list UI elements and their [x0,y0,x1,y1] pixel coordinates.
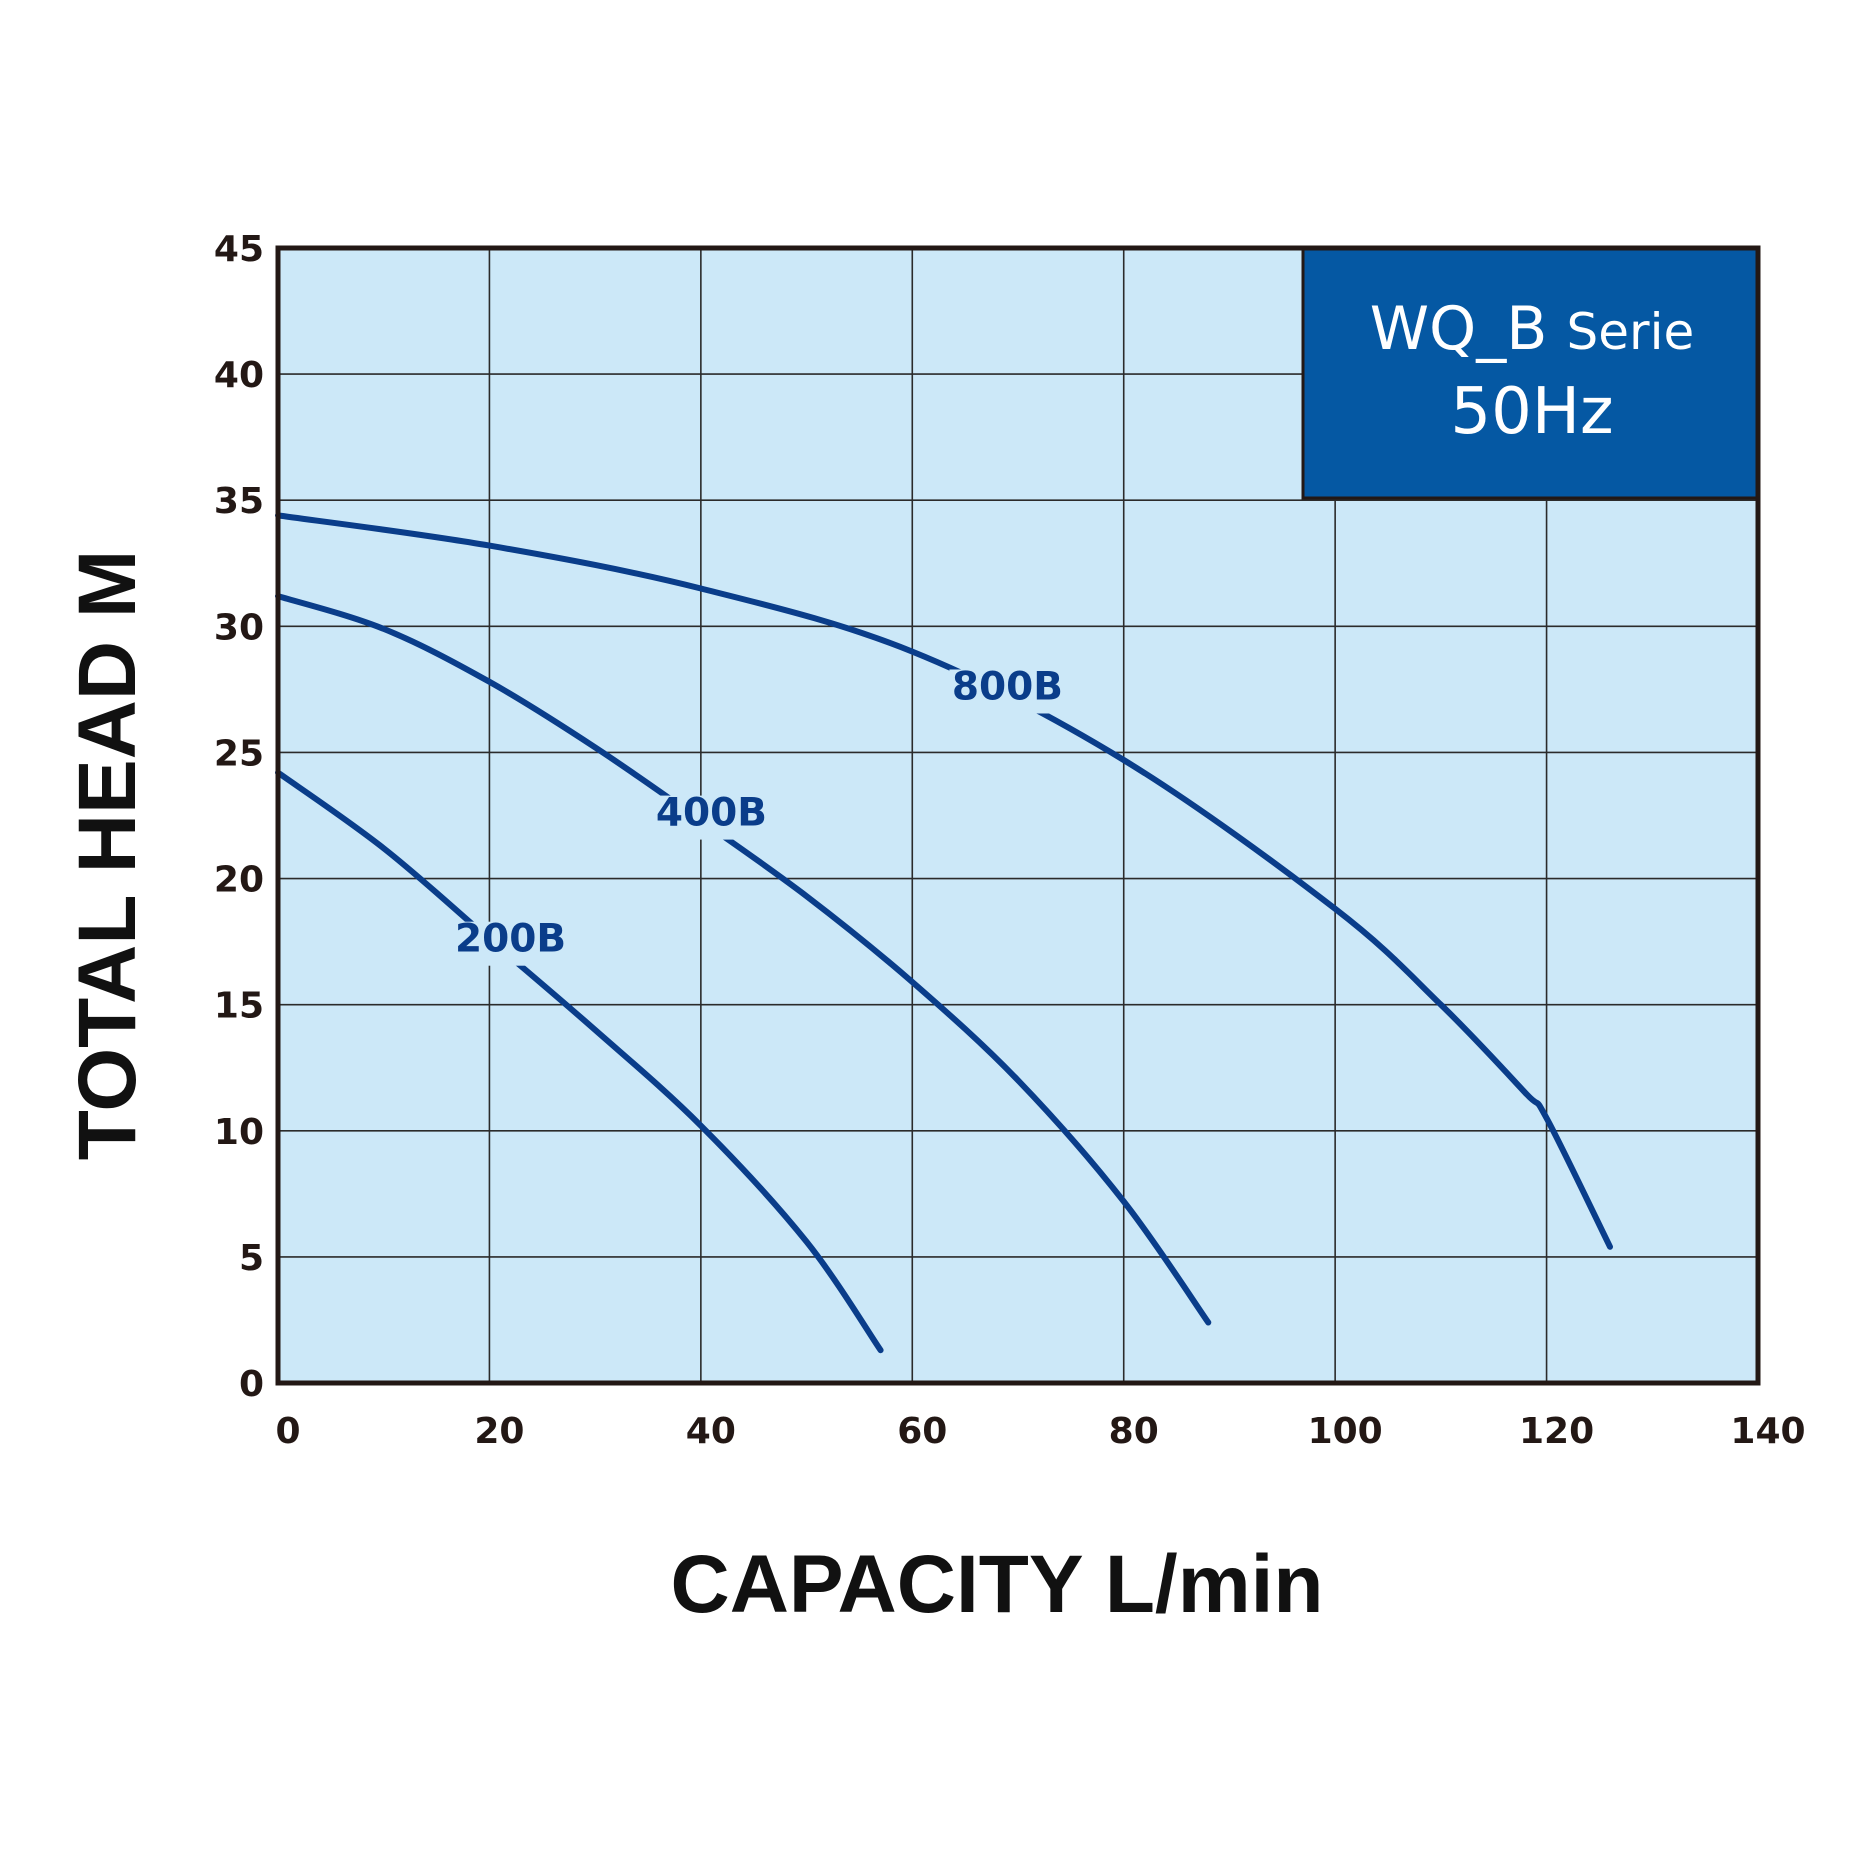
x-tick-label: 100 [1308,1411,1383,1452]
series-label-bg [949,669,1066,714]
series-label-200B: 200B [455,917,566,962]
x-tick-label: 40 [686,1411,736,1452]
y-tick-labels: 0 5 10 15 20 25 30 35 40 45 [214,229,264,1405]
y-tick-label: 10 [214,1112,264,1153]
series-label-400B: 400B [656,791,767,836]
x-tick-labels: 0 20 40 60 80 100 120 140 [275,1411,1805,1452]
x-tick-label: 140 [1730,1411,1805,1452]
legend-box: WQ_B Serie 50Hz [1301,246,1760,500]
x-tick-label: 0 [275,1411,300,1452]
y-tick-label: 25 [214,733,264,774]
x-tick-label: 20 [474,1411,524,1452]
y-tick-label: 0 [239,1364,264,1405]
x-tick-label: 120 [1519,1411,1594,1452]
curve-400B [275,593,1212,1326]
y-axis-title: TOTAL HEAD M [62,550,153,1160]
y-tick-label: 20 [214,860,264,901]
series-label-bg [653,795,770,840]
legend-title-main: WQ_B [1370,294,1548,364]
curves [275,512,1613,1354]
y-tick-label: 45 [214,229,264,270]
legend-background [1301,246,1760,500]
series-label-800B: 800B [952,664,1063,709]
series-label-bg [452,921,569,966]
x-axis-title: CAPACITY L/min [671,1539,1324,1630]
plot-frame [275,245,1761,1386]
y-tick-label: 5 [239,1238,264,1279]
y-tick-label: 40 [214,355,264,396]
legend-frequency: 50Hz [1450,375,1613,449]
legend-title: WQ_B Serie [1370,294,1695,364]
curve-800B [275,512,1613,1250]
series-labels: 200B 400B 800B [452,664,1066,966]
y-tick-label: 30 [214,607,264,648]
y-tick-label: 15 [214,986,264,1027]
x-tick-label: 80 [1109,1411,1159,1452]
curve-200B [275,769,884,1354]
x-tick-label: 60 [897,1411,947,1452]
legend-title-small: Serie [1567,303,1695,361]
y-tick-label: 35 [214,481,264,522]
